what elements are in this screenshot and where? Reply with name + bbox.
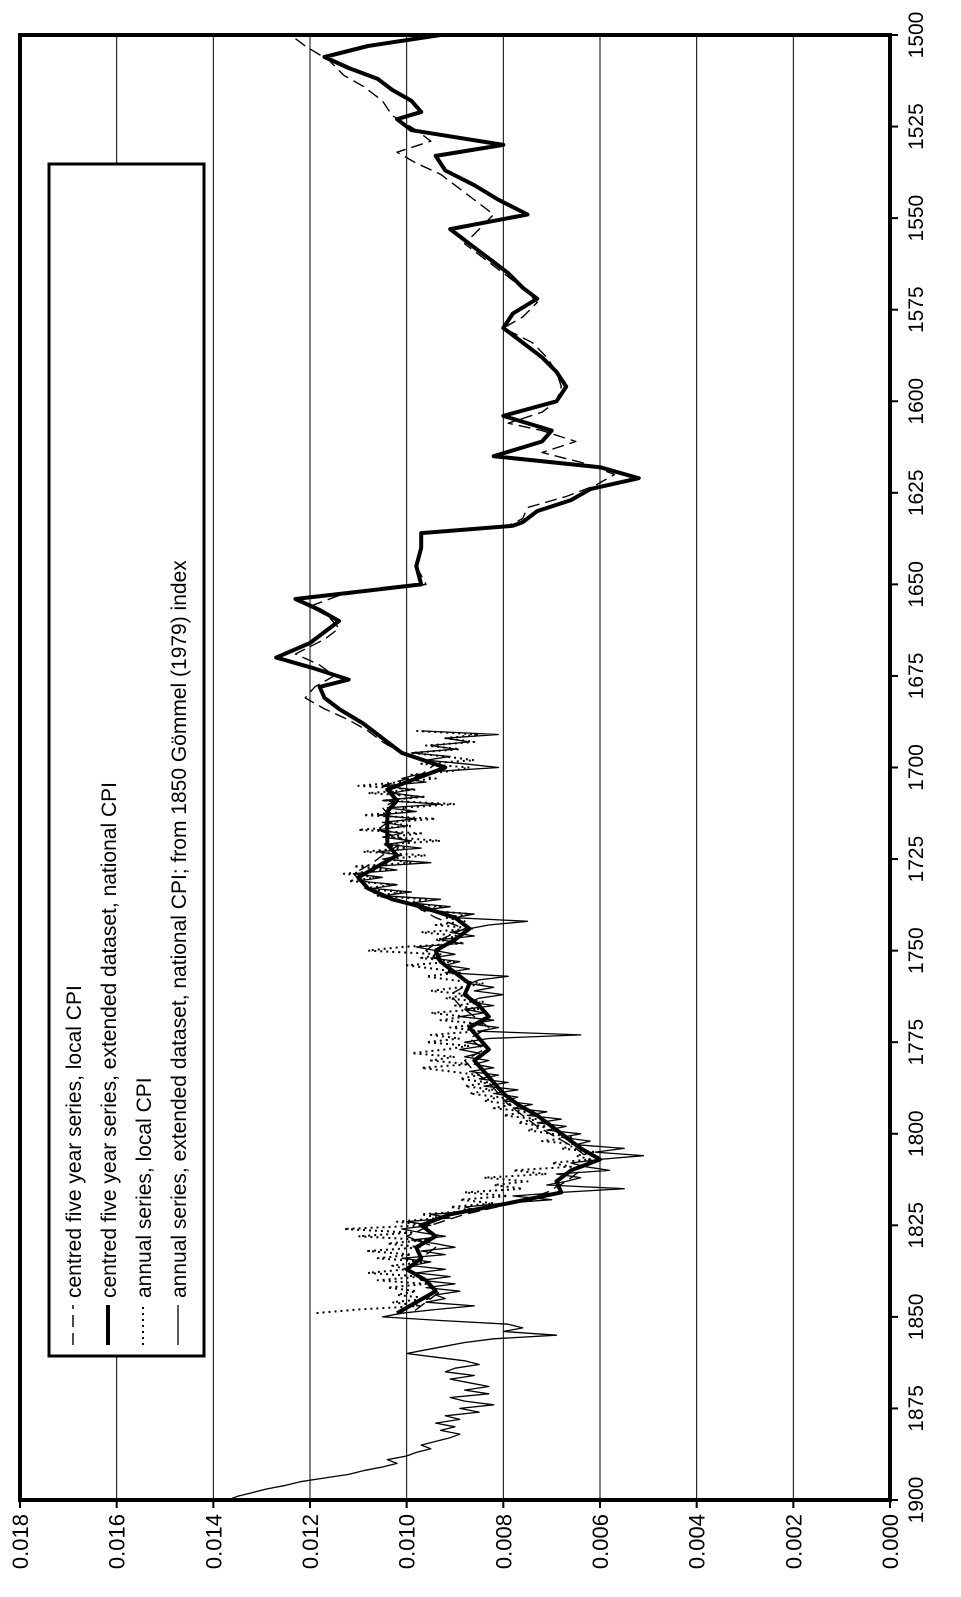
year-axis-ticks: 1500 1525 1550 1575 1600 1625 1650 1675 1700 1725… [890,12,928,1524]
year-tick-label: 1725 [905,836,928,883]
series-line-1 [294,38,616,1314]
series-line-4 [227,730,645,1501]
legend-label-2: centred five year series, extended datas… [98,782,121,1298]
year-tick-label: 1650 [905,561,928,608]
year-tick-label: 1900 [905,1477,928,1524]
year-tick-label: 1750 [905,927,928,974]
series-line-3 [314,729,597,1315]
year-tick-label: 1850 [905,1294,928,1341]
series-line-2 [274,33,641,1315]
year-tick-label: 1825 [905,1202,928,1249]
year-tick-label: 1575 [905,286,928,333]
value-tick-label: 0.014 [201,1514,226,1569]
value-tick-label: 0.010 [395,1514,420,1569]
value-tick-label: 0.002 [781,1514,806,1569]
value-tick-label: 0.018 [8,1514,33,1569]
value-tick-label: 0.008 [491,1514,516,1569]
value-tick-label: 0.012 [298,1514,323,1569]
legend: centred five year series, local CPI centr… [47,162,206,1358]
year-tick-label: 1775 [905,1019,928,1066]
value-tick-label: 0.004 [685,1514,710,1569]
year-tick-label: 1550 [905,195,928,242]
value-tick-label: 0.000 [878,1514,903,1569]
year-tick-label: 1800 [905,1110,928,1157]
year-tick-label: 1525 [905,103,928,150]
series-layer [227,33,645,1501]
legend-box [47,162,206,1358]
value-tick-label: 0.006 [588,1514,613,1569]
legend-label-1: centred five year series, local CPI [63,985,86,1298]
year-tick-label: 1625 [905,469,928,516]
legend-label-4: annual series, extended dataset, nationa… [168,560,191,1298]
value-axis-ticks: 0.000 0.002 0.004 0.006 0.008 0.010 0.012 0.014… [8,1500,903,1569]
value-tick-label: 0.016 [105,1514,130,1569]
year-tick-label: 1875 [905,1385,928,1432]
legend-label-3: annual series, local CPI [133,1077,156,1298]
year-tick-label: 1675 [905,653,928,700]
year-tick-label: 1600 [905,378,928,425]
year-tick-label: 1700 [905,744,928,791]
year-tick-label: 1500 [905,12,928,59]
